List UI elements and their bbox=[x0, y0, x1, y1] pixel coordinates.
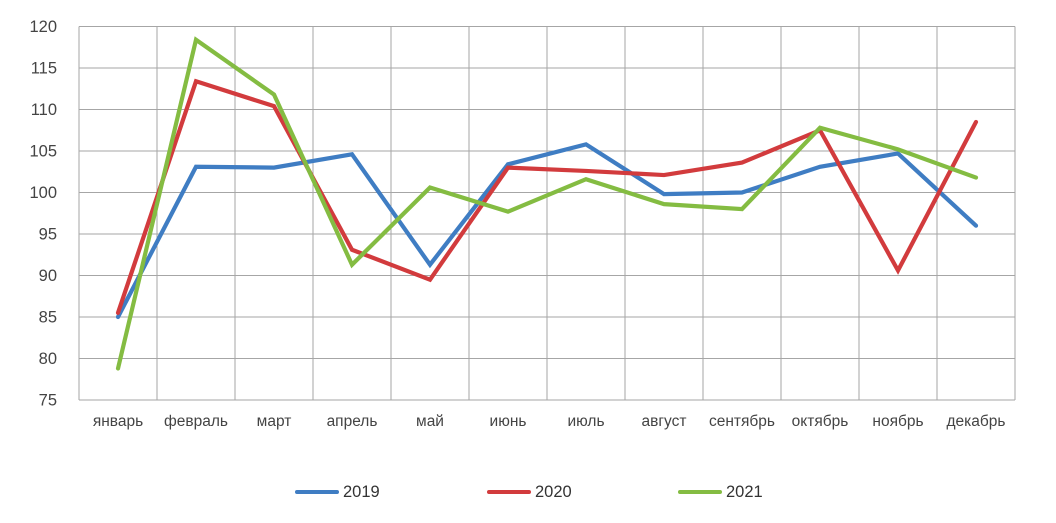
y-axis-tick-label: 90 bbox=[39, 267, 57, 285]
legend-swatch-2021 bbox=[678, 489, 722, 495]
y-axis-tick-label: 120 bbox=[29, 18, 57, 36]
y-axis-tick-label: 115 bbox=[31, 60, 57, 78]
x-axis-category-label: январь bbox=[93, 413, 143, 430]
y-axis-tick-label: 80 bbox=[39, 350, 57, 368]
x-axis-category-label: ноябрь bbox=[872, 413, 923, 430]
x-axis-category-label: май bbox=[416, 413, 444, 430]
x-axis-category-label: октябрь bbox=[792, 413, 849, 430]
x-axis-category-label: июль bbox=[567, 413, 604, 430]
legend-item-2020: 2020 bbox=[487, 482, 572, 502]
y-axis-tick-label: 85 bbox=[39, 309, 57, 327]
y-axis-tick-label: 100 bbox=[29, 184, 57, 202]
legend-swatch-2019 bbox=[295, 489, 339, 495]
y-axis-tick-label: 105 bbox=[29, 143, 57, 161]
series-line-2019 bbox=[115, 142, 979, 320]
legend-label: 2020 bbox=[535, 482, 572, 501]
x-axis-category-label: декабрь bbox=[947, 413, 1006, 430]
legend-swatch-2020 bbox=[487, 489, 531, 495]
legend-label: 2019 bbox=[343, 482, 380, 501]
x-axis-category-label: июнь bbox=[490, 413, 527, 430]
legend-item-2021: 2021 bbox=[678, 482, 763, 502]
legend-label: 2021 bbox=[726, 482, 763, 501]
y-axis-tick-label: 75 bbox=[39, 392, 57, 410]
chart-canvas: 75 80 85 90 95 100 105 110 115 120 январь февраль ма… bbox=[29, 18, 1016, 430]
series-line-2020 bbox=[115, 78, 979, 315]
x-axis-category-label: март bbox=[257, 413, 292, 430]
x-axis-category-label: август bbox=[642, 413, 687, 430]
x-axis-category-label: апрель bbox=[327, 413, 378, 430]
legend-item-2019: 2019 bbox=[295, 482, 380, 502]
y-axis-tick-label: 95 bbox=[39, 226, 57, 244]
x-axis-category-label: сентябрь bbox=[709, 413, 775, 430]
series-line-2021 bbox=[115, 36, 979, 371]
y-axis-tick-label: 110 bbox=[31, 101, 57, 119]
x-axis-category-label: февраль bbox=[164, 413, 228, 430]
